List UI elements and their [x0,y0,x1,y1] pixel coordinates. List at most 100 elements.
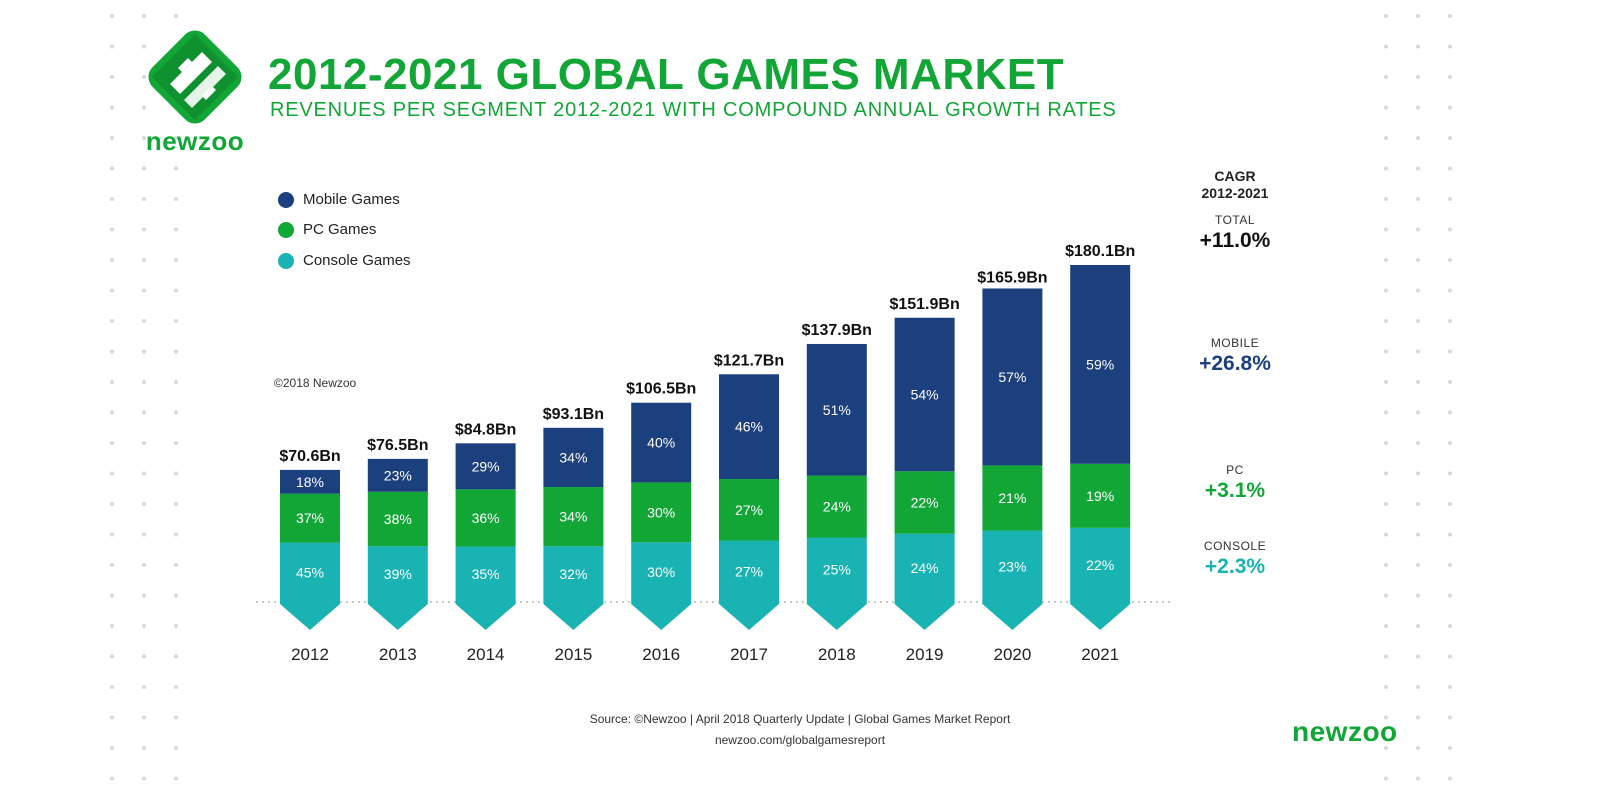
legend-label: PC Games [303,221,377,238]
x-tick-label: 2015 [554,645,592,664]
bar-arrow-tip [455,602,516,630]
segment-label: 46% [735,419,763,435]
bar-segment-console-games [631,542,692,602]
bar-segment-console-games [543,546,604,602]
bar-segment-console-games [455,546,516,602]
bar-segment-console-games [280,542,340,602]
legend-swatch-mobile [278,191,294,208]
x-tick-label: 2013 [379,645,417,664]
cagr-label: CONSOLE [1203,539,1267,553]
segment-label: 36% [472,510,500,526]
bar-segment-pc-games [280,493,340,543]
cagr-value: +2.3% [1204,555,1266,578]
brand-wordmark-bottom: newzoo [1292,716,1398,747]
segment-label: 30% [647,504,675,520]
bar-segment-pc-games [1070,463,1131,528]
segment-label: 57% [998,369,1026,385]
segment-label: 38% [384,511,412,527]
bar-segment-mobile-games [367,458,428,492]
segment-label: 34% [559,509,587,525]
x-tick-label: 2017 [730,645,768,664]
x-tick-label: 2012 [291,645,329,664]
cagr-label: PC [1226,463,1244,477]
segment-label: 35% [472,566,500,582]
x-tick-label: 2020 [993,645,1031,664]
bar-group-2012: 45% 37% 18% $70.6Bn 2012 [279,448,340,664]
bar-segment-pc-games [719,479,779,541]
segment-label: 18% [296,474,324,490]
segment-label: 59% [1086,356,1114,372]
total-label: $137.9Bn [802,322,872,339]
legend-item-pc: PC Games [278,221,376,238]
bar-arrow-tip [631,602,692,630]
segment-label: 32% [559,566,587,582]
total-label: $93.1Bn [543,406,604,423]
legend-item-console: Console Games [278,252,411,269]
chart-subtitle: REVENUES PER SEGMENT 2012-2021 WITH COMP… [270,99,1117,121]
total-label: $121.7Bn [714,352,784,369]
bar-arrow-tip [806,602,867,630]
segment-label: 29% [472,458,500,474]
cagr-value: +26.8% [1199,352,1271,375]
bar-arrow-tip [367,602,428,630]
segment-label: 39% [384,566,412,582]
segment-label: 27% [735,502,763,518]
total-label: $70.6Bn [279,448,340,465]
x-tick-label: 2019 [906,645,944,664]
legend-item-mobile: Mobile Games [278,191,400,208]
segment-label: 40% [647,435,675,451]
total-label: $165.9Bn [977,270,1047,287]
cagr-heading-line1: CAGR [1214,168,1256,184]
x-tick-label: 2018 [818,645,856,664]
cagr-mobile: MOBILE +26.8% [1180,336,1290,376]
cagr-value: +3.1% [1204,479,1266,502]
bar-group-2020: 23% 21% 57% $165.9Bn 2020 [977,270,1047,664]
cagr-value: +11.0% [1199,229,1271,252]
cagr-pc: PC +3.1% [1180,463,1290,503]
legend-label: Mobile Games [303,191,400,208]
bar-segment-console-games [982,530,1043,602]
x-tick-label: 2016 [642,645,680,664]
total-label: $76.5Bn [367,437,428,454]
bar-segment-pc-games [455,489,516,547]
bar-segment-pc-games [894,471,955,534]
bar-arrow-tip [543,602,604,630]
bar-group-2014: 35% 36% 29% $84.8Bn 2014 [455,421,516,664]
segment-label: 34% [559,449,587,465]
bar-segment-console-games [367,546,428,602]
cagr-total: TOTAL +11.0% [1180,213,1290,253]
bar-arrow-tip [280,602,340,630]
segment-label: 21% [998,490,1026,506]
segment-label: 27% [735,563,763,579]
bar-group-2016: 30% 30% 40% $106.5Bn 2016 [626,381,696,664]
bar-arrow-tip [719,602,779,630]
bar-segment-mobile-games [719,374,779,480]
bar-segment-mobile-games [631,402,692,483]
segment-label: 25% [823,562,851,578]
segment-label: 51% [823,402,851,418]
segment-label: 24% [823,499,851,515]
bar-group-2019: 24% 22% 54% $151.9Bn 2019 [889,296,959,664]
cagr-label: MOBILE [1210,336,1260,350]
cagr-label: TOTAL [1214,213,1256,227]
segment-label: 45% [296,564,324,580]
cagr-heading: CAGR 2012-2021 [1180,168,1290,202]
bar-group-2013: 39% 38% 23% $76.5Bn 2013 [367,437,428,664]
bar-segment-mobile-games [1070,265,1131,464]
bar-group-2015: 32% 34% 34% $93.1Bn 2015 [543,406,604,664]
bar-segment-console-games [719,540,779,602]
x-tick-label: 2014 [467,645,505,664]
bar-segment-pc-games [631,482,692,543]
segment-label: 54% [911,387,939,403]
segment-label: 19% [1086,488,1114,504]
bar-segment-pc-games [982,465,1043,531]
bar-segment-mobile-games [280,469,340,494]
legend-swatch-console [278,252,294,269]
segment-label: 37% [296,510,324,526]
bar-segment-console-games [894,533,955,602]
segment-label: 22% [911,495,939,511]
segment-label: 22% [1086,557,1114,573]
source-note: Source: ©Newzoo | April 2018 Quarterly U… [589,712,1011,726]
brand-wordmark: newzoo [145,126,245,156]
bar-segment-console-games [1070,527,1131,602]
